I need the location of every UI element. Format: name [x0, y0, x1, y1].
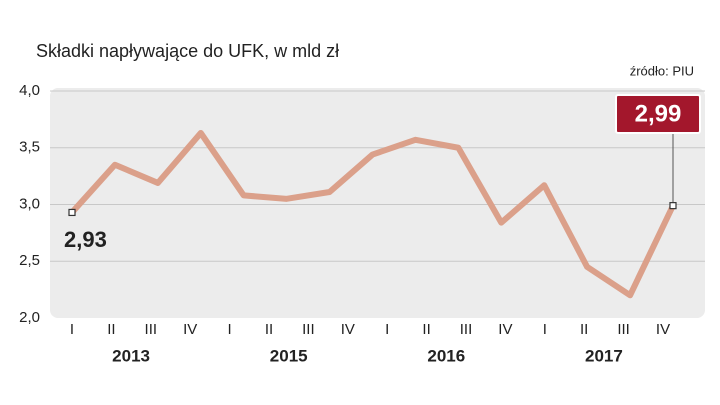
- x-tick-label: III: [302, 321, 315, 338]
- x-tick-label: III: [145, 321, 158, 338]
- year-label: 2017: [585, 346, 623, 365]
- year-label: 2013: [112, 346, 150, 365]
- data-label: 2,99: [635, 100, 682, 127]
- x-tick-label: IV: [183, 321, 197, 338]
- x-tick-label: II: [580, 321, 588, 338]
- x-tick-label: IV: [498, 321, 512, 338]
- year-label: 2016: [427, 346, 465, 365]
- y-tick-label: 3,5: [19, 139, 40, 156]
- x-tick-label: I: [70, 321, 74, 338]
- x-tick-label: III: [617, 321, 630, 338]
- plot-area: [50, 88, 705, 318]
- y-tick-label: 3,0: [19, 195, 40, 212]
- x-tick-label: IV: [341, 321, 355, 338]
- y-tick-label: 2,0: [19, 309, 40, 326]
- y-tick-label: 2,5: [19, 252, 40, 269]
- x-tick-label: I: [385, 321, 389, 338]
- callout-box: [615, 94, 701, 134]
- chart-title: Składki napływające do UFK, w mld zł: [36, 41, 339, 61]
- marker: [68, 208, 76, 217]
- x-tick-label: II: [265, 321, 273, 338]
- y-tick-label: 4,0: [19, 82, 40, 99]
- x-tick-label: I: [543, 321, 547, 338]
- x-tick-label: IV: [656, 321, 670, 338]
- x-tick-label: II: [107, 321, 115, 338]
- line: [69, 129, 676, 299]
- x-tick-label: I: [228, 321, 232, 338]
- year-label: 2015: [270, 346, 308, 365]
- x-tick-label: III: [460, 321, 473, 338]
- data-label: 2,93: [64, 227, 107, 252]
- source: źródło: PIU: [630, 63, 694, 78]
- marker: [669, 202, 677, 210]
- x-tick-label: II: [422, 321, 430, 338]
